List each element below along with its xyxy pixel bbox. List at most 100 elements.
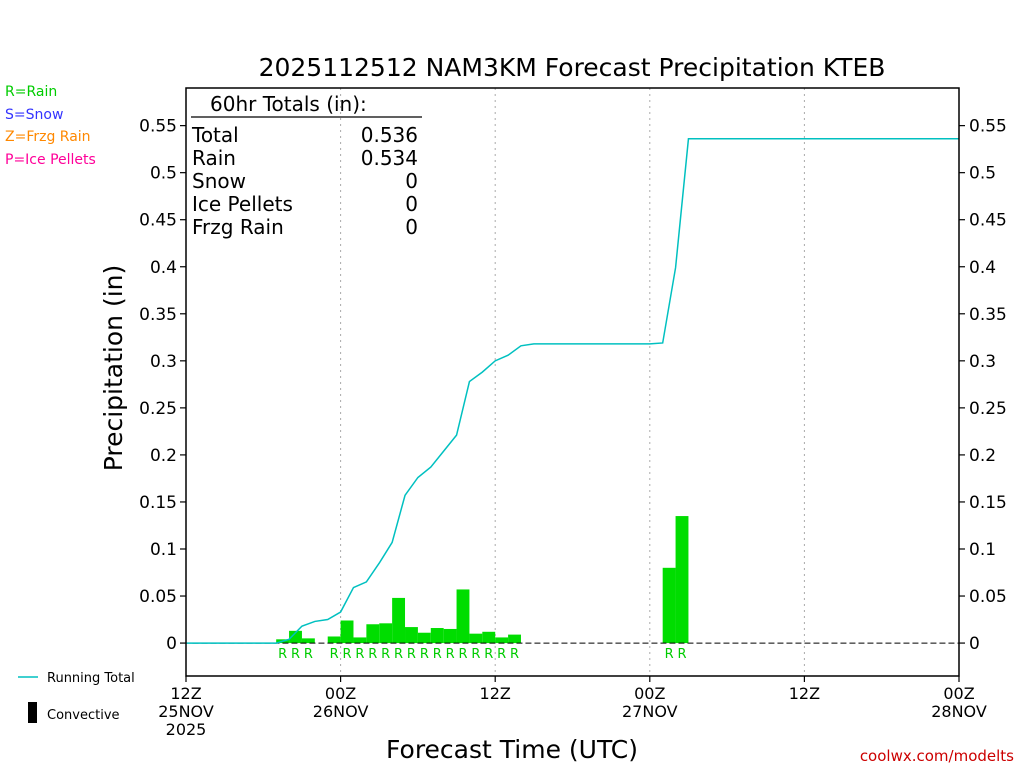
- legend-ice-pellets: P=Ice Pellets: [5, 152, 96, 168]
- x-tick-label: 27NOV: [622, 702, 678, 721]
- y-tick-label-left: 0.15: [139, 493, 177, 513]
- totals-header: 60hr Totals (in):: [210, 92, 367, 116]
- y-tick-label-left: 0.1: [150, 540, 177, 560]
- y-tick-label-right: 0.1: [969, 540, 996, 560]
- legend-snow: S=Snow: [5, 107, 63, 123]
- rain-bar: [508, 634, 521, 644]
- rain-bar: [443, 628, 457, 644]
- totals-label-snow: Snow: [192, 169, 246, 193]
- y-tick-label-left: 0.35: [139, 305, 177, 325]
- y-tick-label-left: 0.25: [139, 399, 177, 419]
- y-tick-label-left: 0.3: [150, 352, 177, 372]
- x-tick-label: 12Z: [170, 684, 201, 703]
- ptype-label: R: [433, 647, 442, 662]
- y-tick-label-right: 0.25: [969, 399, 1007, 419]
- x-tick-label: 26NOV: [313, 702, 369, 721]
- x-tick-label: 12Z: [789, 684, 820, 703]
- totals-label-total: Total: [191, 123, 239, 147]
- rain-bar: [289, 630, 302, 644]
- convective-legend-swatch: [28, 702, 37, 723]
- ptype-label: R: [458, 647, 467, 662]
- y-axis-right: 0 0.05 0.1 0.15 0.2 0.25 0.3 0.35 0.4 0.45 0.5 0.55: [959, 117, 1007, 654]
- rain-bar: [456, 589, 470, 644]
- ptype-label: R: [381, 647, 390, 662]
- rain-bar: [405, 627, 418, 644]
- ptype-label: R: [394, 647, 403, 662]
- ptype-label: R: [343, 647, 352, 662]
- x-tick-label: 25NOV: [158, 702, 214, 721]
- y-tick-label-right: 0.35: [969, 305, 1007, 325]
- totals-value-rain: 0.534: [361, 146, 418, 170]
- convective-legend-label: Convective: [47, 708, 120, 723]
- ptype-label: R: [355, 647, 364, 662]
- legend-frzg-rain: Z=Frzg Rain: [5, 129, 91, 145]
- rain-bar: [340, 620, 354, 644]
- y-tick-label-left: 0.4: [150, 258, 177, 278]
- ptype-label: R: [677, 647, 686, 662]
- vertical-grid: [340, 88, 805, 676]
- rain-bars: [276, 516, 689, 644]
- rain-bar: [662, 567, 676, 644]
- ptype-label: R: [665, 647, 674, 662]
- plot-frame: [185, 87, 960, 677]
- y-tick-label-right: 0: [969, 634, 980, 654]
- y-tick-label-right: 0.2: [969, 446, 996, 466]
- ptype-label: R: [407, 647, 416, 662]
- chart-title: 2025112512 NAM3KM Forecast Precipitation…: [259, 53, 886, 82]
- x-tick-label: 00Z: [325, 684, 356, 703]
- legend-rain: R=Rain: [5, 84, 57, 100]
- rain-bar: [353, 637, 367, 644]
- y-tick-label-left: 0.45: [139, 211, 177, 231]
- running-total-line: [186, 138, 959, 644]
- ptype-label: R: [304, 647, 313, 662]
- rain-bar: [469, 633, 483, 644]
- ptype-label: R: [471, 647, 480, 662]
- credit-text: coolwx.com/modelts: [860, 747, 1014, 765]
- y-axis-label: Precipitation (in): [99, 265, 128, 472]
- rain-bar: [327, 636, 341, 644]
- y-tick-label-left: 0.5: [150, 164, 177, 184]
- ptype-label: R: [510, 647, 519, 662]
- y-tick-label-left: 0.55: [139, 117, 177, 137]
- ptype-label: R: [420, 647, 429, 662]
- totals-value-ice-pellets: 0: [405, 192, 418, 216]
- y-tick-label-right: 0.55: [969, 117, 1007, 137]
- x-tick-label: 00Z: [943, 684, 974, 703]
- rain-bar: [482, 631, 496, 644]
- x-tick-label: 28NOV: [931, 702, 987, 721]
- rain-bar: [301, 638, 315, 644]
- totals-value-snow: 0: [405, 169, 418, 193]
- rain-bar: [430, 628, 444, 644]
- ptype-label: R: [484, 647, 493, 662]
- x-tick-label: 2025: [166, 720, 207, 739]
- rain-bar: [417, 632, 431, 644]
- x-tick-label: 12Z: [480, 684, 511, 703]
- ptype-label: R: [497, 647, 506, 662]
- y-tick-label-right: 0.4: [969, 258, 996, 278]
- ptype-label: R: [368, 647, 377, 662]
- rain-bar: [392, 597, 406, 644]
- y-tick-label-right: 0.15: [969, 493, 1007, 513]
- y-tick-label-left: 0.05: [139, 587, 177, 607]
- running-total-legend-label: Running Total: [47, 671, 135, 686]
- totals-label-frzg-rain: Frzg Rain: [192, 215, 284, 239]
- y-tick-label-right: 0.5: [969, 164, 996, 184]
- ptype-label: R: [330, 647, 339, 662]
- ptype-label: R: [291, 647, 300, 662]
- series-legend: Running Total Convective: [18, 671, 135, 723]
- precip-type-legend: R=Rain S=Snow Z=Frzg Rain P=Ice Pellets: [5, 84, 96, 168]
- y-tick-label-left: 0.2: [150, 446, 177, 466]
- ptype-label: R: [278, 647, 287, 662]
- y-axis-left: 0 0.05 0.1 0.15 0.2 0.25 0.3 0.35 0.4 0.45 0.5 0.55: [139, 117, 186, 654]
- x-tick-label: 00Z: [634, 684, 665, 703]
- ptype-label: R: [446, 647, 455, 662]
- totals-box: 60hr Totals (in): Total 0.536 Rain 0.534…: [191, 92, 422, 239]
- y-tick-label-left: 0: [166, 634, 177, 654]
- totals-value-total: 0.536: [361, 123, 418, 147]
- rain-bar: [495, 637, 509, 644]
- y-tick-label-right: 0.05: [969, 587, 1007, 607]
- rain-bar: [675, 516, 689, 644]
- x-axis-label: Forecast Time (UTC): [386, 735, 638, 764]
